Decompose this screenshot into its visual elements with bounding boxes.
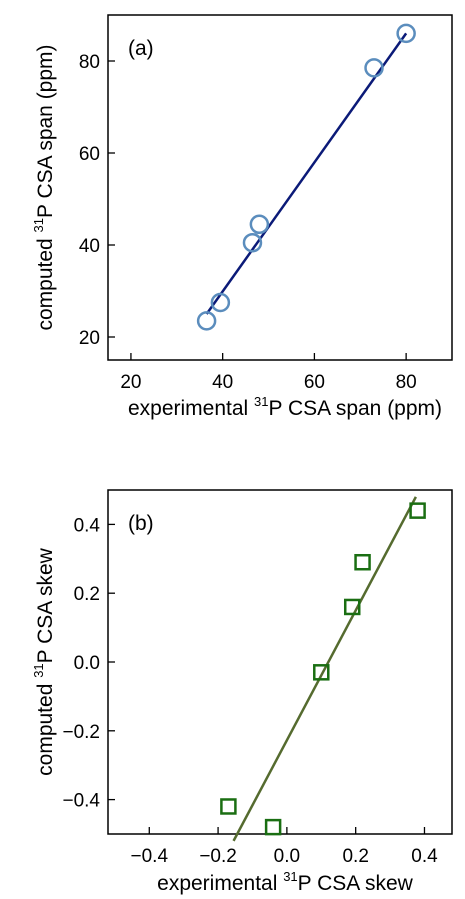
fit-line: [205, 32, 408, 315]
x-tick-label: 0.2: [342, 846, 368, 867]
x-tick-label: −0.4: [131, 846, 169, 867]
y-tick-label: 60: [79, 144, 100, 165]
data-point-circle: [210, 292, 231, 313]
data-point-square: [343, 598, 361, 616]
panel-label: (a): [128, 37, 154, 60]
panel-label: (b): [128, 512, 154, 535]
fit-line: [232, 496, 417, 842]
y-tick-label: −0.2: [62, 722, 100, 743]
plot-frame: [107, 14, 453, 361]
plot-frame: [107, 489, 453, 835]
y-tick-label: 0.0: [74, 653, 100, 674]
x-axis-label: experimental 31P CSA span (ppm): [128, 394, 442, 420]
y-tick-label: 80: [79, 52, 100, 73]
y-tick-label: 0.4: [74, 515, 101, 536]
x-tick-label: 0.4: [411, 846, 438, 867]
y-axis-label: computed 31P CSA skew: [31, 547, 57, 776]
x-tick-label: 0.0: [274, 846, 300, 867]
data-point-square: [354, 553, 371, 571]
data-point-square: [313, 664, 330, 681]
y-tick-label: 0.2: [74, 584, 100, 605]
x-tick-label: 80: [396, 372, 417, 393]
y-tick-label: −0.4: [62, 791, 100, 812]
data-point-circle: [242, 232, 263, 253]
chart-panel-b: −0.4 −0.2 0.0 0.2 0.4 0.4 0.2 0.0 −0.2 −0.4 (b) exp…: [31, 489, 453, 895]
chart-panel-a: 20 40 60 80 20 40 60 80 (a) experimental 31P CSA …: [31, 14, 453, 420]
data-point-square: [264, 818, 282, 836]
y-tick-label: 20: [79, 328, 100, 349]
data-point-square: [220, 798, 237, 815]
data-point-circle: [196, 311, 217, 331]
y-tick-label: 40: [79, 236, 100, 257]
x-tick-label: 60: [304, 372, 325, 393]
data-point-circle: [364, 58, 384, 78]
x-tick-label: −0.2: [199, 846, 237, 867]
y-axis-label: computed 31P CSA span (ppm): [31, 44, 57, 330]
x-tick-label: 40: [212, 372, 233, 393]
x-axis-label: experimental 31P CSA skew: [157, 869, 414, 895]
x-tick-label: 20: [120, 372, 141, 393]
data-point-square: [409, 502, 426, 519]
data-point-circle: [396, 23, 416, 44]
data-point-circle: [249, 214, 270, 235]
